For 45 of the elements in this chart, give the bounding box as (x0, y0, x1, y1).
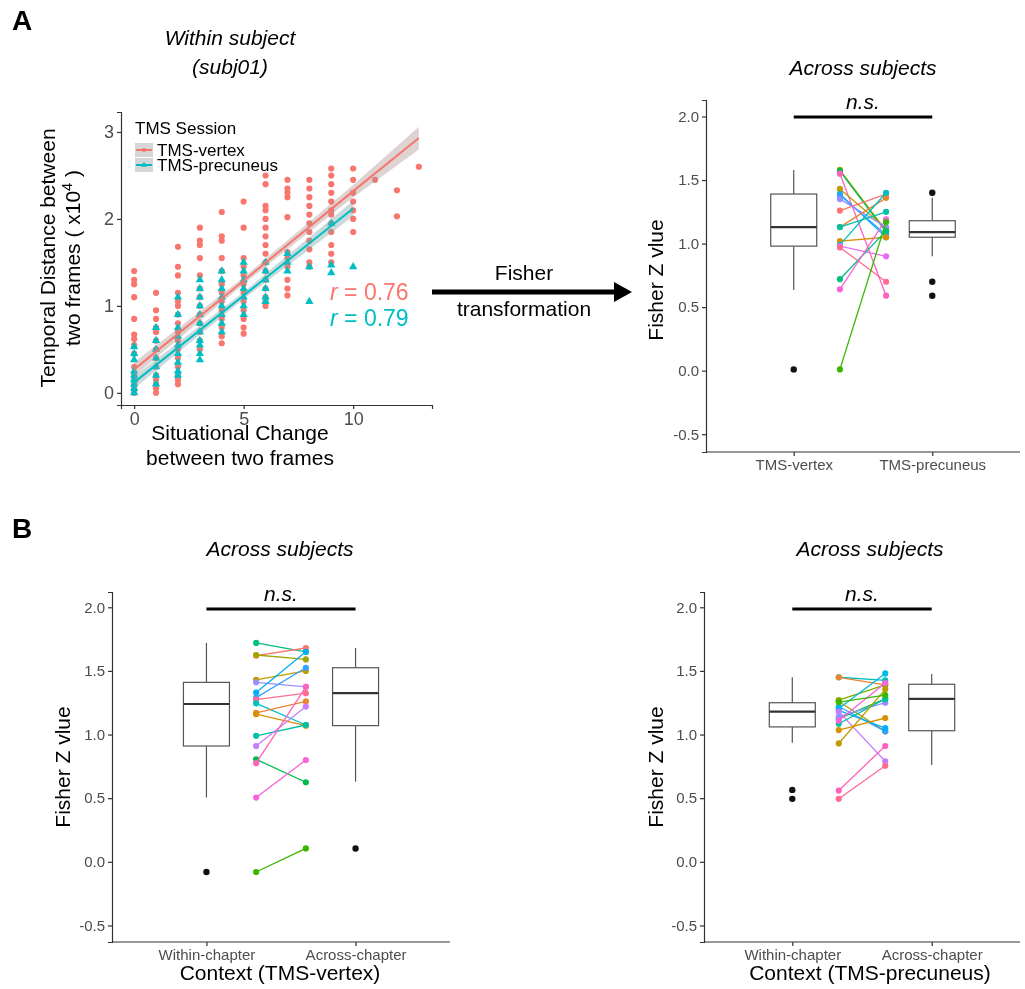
y-tick-label: 0.5 (678, 298, 699, 316)
x-tick-label: Within-chapter (158, 945, 256, 963)
y-tick-label: 0.0 (84, 853, 105, 871)
text: Fisher transformation (456, 261, 592, 320)
text: A (12, 5, 33, 36)
y-tick-label: 0.0 (678, 361, 699, 379)
chart-subtitle: (subj01) (192, 55, 268, 78)
y-tick-label: 0.5 (676, 789, 697, 807)
x-tick-label: Across-chapter (881, 945, 983, 963)
y-tick-label: 1.0 (676, 725, 697, 743)
y-tick-label: -0.5 (673, 425, 699, 443)
chart-title: Across subjects (787, 56, 938, 79)
y-tick-label: 1.0 (84, 725, 105, 743)
x-tick-label: 0 (129, 408, 140, 429)
text: B (12, 513, 33, 544)
y-tick-label: 0 (103, 383, 114, 404)
y-axis-title: Fisher Z vlue (644, 219, 667, 341)
y-tick-label: -0.5 (671, 916, 697, 934)
annotation: r = 0.76 (330, 279, 409, 305)
y-tick-label: 3 (103, 122, 114, 143)
y-tick-label: 1.5 (678, 171, 699, 189)
chart-title: Across subjects (204, 537, 355, 560)
y-tick-label: 2.0 (676, 598, 697, 616)
y-tick-label: 0.0 (676, 853, 697, 871)
y-tick-label: 2 (103, 209, 114, 230)
chart-title: Within subject (164, 26, 297, 49)
y-tick-label: 1.0 (678, 234, 699, 252)
x-tick-label: 10 (343, 408, 364, 429)
y-tick-label: 2.0 (84, 598, 105, 616)
legend-title: TMS Session (135, 119, 237, 138)
y-tick-label: 1 (103, 296, 114, 317)
y-axis-title: Fisher Z vlue (644, 706, 667, 828)
x-tick-label: Within-chapter (744, 945, 842, 963)
y-tick-label: -0.5 (79, 916, 105, 934)
y-tick-label: 0.5 (84, 789, 105, 807)
y-tick-label: 1.5 (84, 662, 105, 680)
chart-title: Across subjects (794, 537, 945, 560)
annotation: n.s. (846, 90, 880, 113)
y-tick-label: 2.0 (678, 107, 699, 125)
annotation: n.s. (264, 582, 298, 605)
annotation: n.s. (845, 582, 879, 605)
annotation: r = 0.79 (330, 305, 409, 331)
y-tick-label: 1.5 (676, 662, 697, 680)
y-axis-title: Fisher Z vlue (51, 706, 74, 828)
x-tick-label: Across-chapter (305, 945, 407, 963)
